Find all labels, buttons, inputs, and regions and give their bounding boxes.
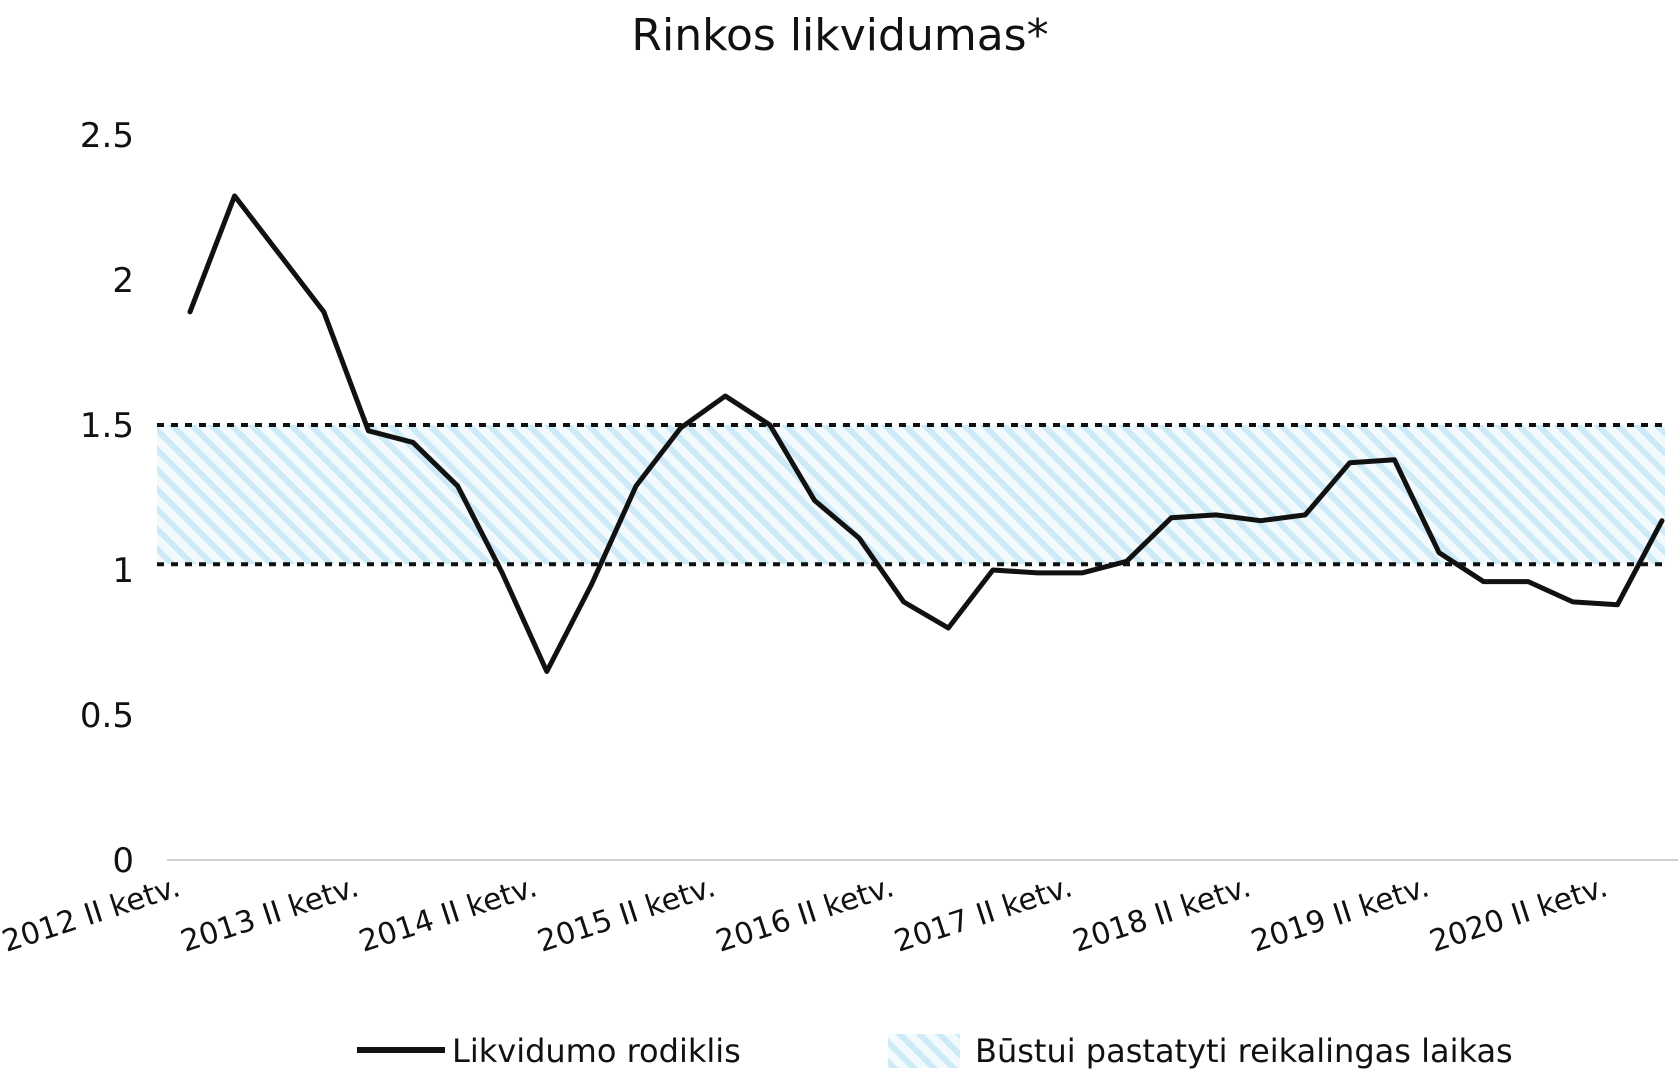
legend-label-line: Likvidumo rodiklis xyxy=(452,1032,741,1070)
x-tick-label: 2013 II ketv. xyxy=(177,869,363,959)
x-tick-label: 2020 II ketv. xyxy=(1425,869,1611,959)
x-tick-label: 2019 II ketv. xyxy=(1247,869,1433,959)
y-tick-label: 2.5 xyxy=(80,116,134,156)
x-tick-label: 2012 II ketv. xyxy=(0,869,184,959)
x-tick-label: 2017 II ketv. xyxy=(890,869,1076,959)
y-tick-label: 2 xyxy=(112,261,134,301)
x-tick-label: 2018 II ketv. xyxy=(1069,869,1255,959)
x-tick-label: 2015 II ketv. xyxy=(533,869,719,959)
x-tick-label: 2016 II ketv. xyxy=(712,869,898,959)
chart-title: Rinkos likvidumas* xyxy=(631,10,1048,61)
legend: Likvidumo rodiklis Būstui pastatyti reik… xyxy=(357,1032,1513,1070)
x-tick-label: 2014 II ketv. xyxy=(355,869,541,959)
y-tick-label: 1.5 xyxy=(80,406,134,446)
band-area xyxy=(157,425,1665,565)
y-tick-label: 0.5 xyxy=(80,696,134,736)
y-tick-label: 1 xyxy=(112,551,134,591)
y-tick-label: 0 xyxy=(112,841,134,881)
band-layer xyxy=(157,423,1665,567)
series-layer xyxy=(187,193,1665,674)
legend-band-swatch xyxy=(888,1034,960,1068)
series-line xyxy=(187,193,1665,674)
legend-label-band: Būstui pastatyti reikalingas laikas xyxy=(975,1032,1513,1070)
